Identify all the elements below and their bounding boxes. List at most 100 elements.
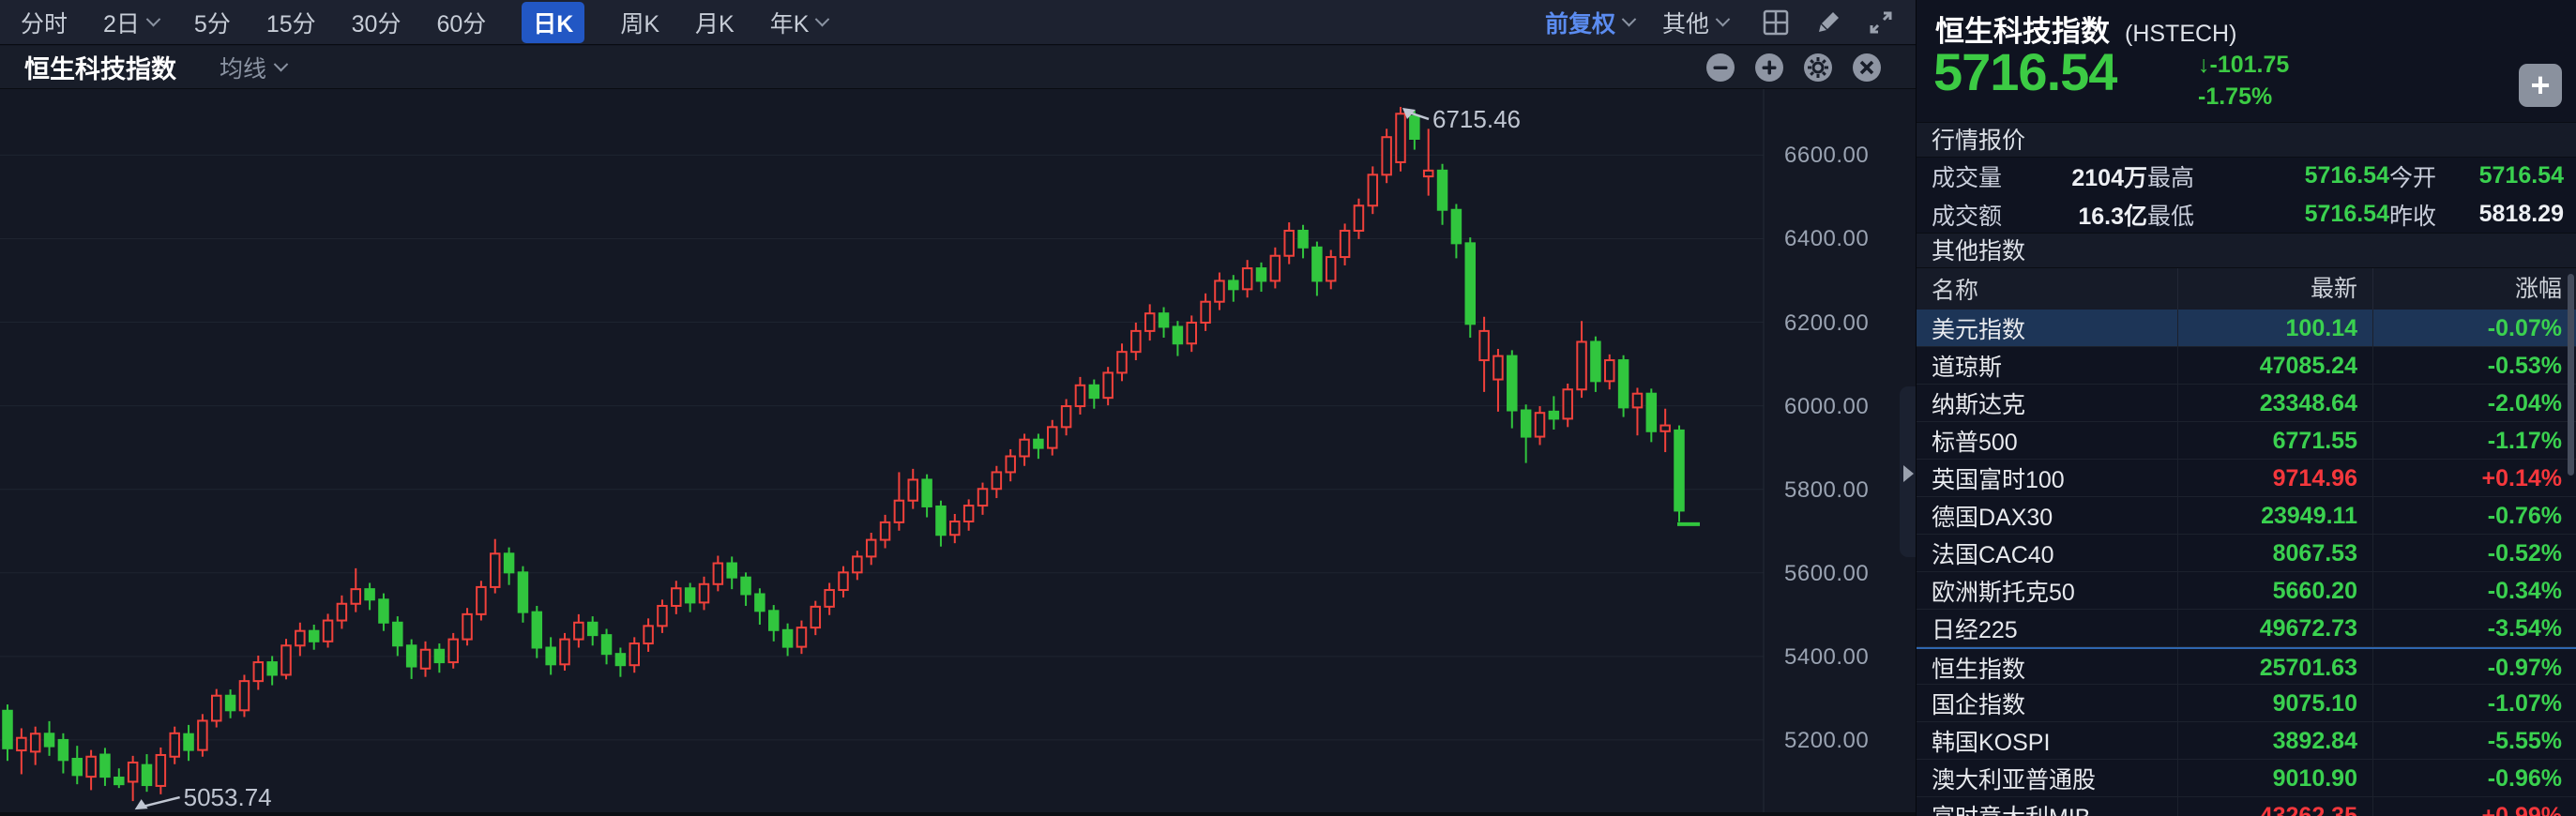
indices-table: 美元指数 100.14 -0.07% 道琼斯 47085.24 -0.53% 纳斯达克 233…	[1917, 310, 2576, 816]
quote-row: 成交量 2104万 最高 5716.54 今开 5716.54	[1917, 157, 2576, 195]
close-icon[interactable]	[1852, 53, 1882, 83]
index-code: (HSTECH)	[2125, 21, 2237, 47]
index-last: 9714.96	[2177, 460, 2372, 497]
index-change: -2.04%	[2372, 385, 2576, 422]
index-name: 韩国KOSPI	[1932, 730, 2051, 756]
price-change: ↓-101.75 -1.75%	[2198, 49, 2289, 113]
quote-rows: 成交量 2104万 最高 5716.54 今开 5716.54 成交额 16.3亿 最低 5716…	[1917, 157, 2576, 234]
period-tab-30分[interactable]: 30分	[352, 6, 402, 39]
period-tab-周K[interactable]: 周K	[620, 6, 659, 39]
period-label: 日K	[533, 10, 574, 38]
index-row-法国CAC40[interactable]: 法国CAC40 8067.53 -0.52%	[1917, 535, 2576, 572]
last-price: 5716.54	[1933, 42, 2117, 101]
down-arrow-icon: ↓	[2198, 52, 2210, 78]
index-name: 日经225	[1932, 617, 2018, 643]
adjust-mode-label: 前复权	[1544, 10, 1615, 38]
col-last: 最新	[2177, 268, 2372, 310]
index-row-道琼斯[interactable]: 道琼斯 47085.24 -0.53%	[1917, 347, 2576, 385]
price-axis-label: 5400.00	[1784, 643, 1870, 670]
period-tab-月K[interactable]: 月K	[695, 6, 735, 39]
index-last: 6771.55	[2177, 422, 2372, 460]
price-axis-label: 6400.00	[1784, 226, 1870, 252]
low-annotation: 5053.74	[184, 783, 272, 811]
index-row-富时意大利MIB[interactable]: 富时意大利MIB43262.35+0.99%	[1917, 797, 2576, 816]
period-label: 15分	[265, 10, 316, 38]
index-change: -0.97%	[2372, 649, 2576, 687]
index-name: 纳斯达克	[1932, 392, 2026, 418]
quote-label: 昨收	[2389, 203, 2437, 230]
indices-table-header: 名称 最新 涨幅	[1917, 268, 2576, 310]
index-row-英国富时100[interactable]: 英国富时100 9714.96 +0.14%	[1917, 460, 2576, 497]
settings-gear-icon[interactable]	[1803, 53, 1833, 83]
index-row-国企指数[interactable]: 国企指数 9075.10 -1.07%	[1917, 685, 2576, 722]
index-row-日经225[interactable]: 日经225 49672.73 -3.54%	[1917, 610, 2576, 647]
quote-section-title: 行情报价	[1917, 122, 2576, 158]
period-tab-年K[interactable]: 年K	[769, 6, 830, 39]
index-row-澳大利亚普通股[interactable]: 澳大利亚普通股 9010.90 -0.96%	[1917, 760, 2576, 797]
index-row-德国DAX30[interactable]: 德国DAX30 23949.11 -0.76%	[1917, 497, 2576, 535]
fullscreen-icon[interactable]	[1867, 8, 1895, 37]
ma-indicator-dropdown[interactable]: 均线	[220, 51, 289, 84]
index-row-标普500[interactable]: 标普500 6771.55 -1.17%	[1917, 422, 2576, 460]
chevron-down-icon	[815, 11, 830, 27]
index-last: 23949.11	[2177, 497, 2372, 535]
zoom-in-icon[interactable]	[1754, 53, 1784, 83]
chevron-down-icon	[273, 56, 289, 72]
period-label: 2日	[103, 10, 140, 38]
candlestick-chart[interactable]: 6715.46 5053.74 6600.00 6400.00 6200.00 6000…	[0, 89, 1916, 816]
index-last: 9010.90	[2177, 760, 2372, 797]
index-row-纳斯达克[interactable]: 纳斯达克 23348.64 -2.04%	[1917, 385, 2576, 422]
index-row-美元指数[interactable]: 美元指数 100.14 -0.07%	[1917, 310, 2576, 347]
quote-label: 最低	[2147, 203, 2195, 230]
index-name: 富时意大利MIB	[1917, 799, 2177, 816]
index-row-韩国KOSPI[interactable]: 韩国KOSPI 3892.84 -5.55%	[1917, 722, 2576, 760]
grid-layout-icon[interactable]	[1762, 8, 1790, 37]
index-last: 5660.20	[2177, 572, 2372, 610]
price-axis-label: 6000.00	[1784, 393, 1870, 419]
index-change: -0.07%	[2372, 310, 2576, 347]
period-label: 年K	[769, 10, 810, 38]
quote-value: 5818.29	[2478, 201, 2564, 227]
period-tab-2日[interactable]: 2日	[103, 6, 161, 39]
period-tab-日K[interactable]: 日K	[522, 1, 585, 43]
price-axis-label: 5800.00	[1784, 476, 1870, 503]
price-axis-label: 5600.00	[1784, 560, 1870, 586]
index-name: 恒生指数	[1932, 657, 2026, 683]
quote-value: 2104万	[2071, 164, 2147, 191]
period-label: 30分	[351, 10, 402, 38]
index-last: 25701.63	[2177, 649, 2372, 687]
period-label: 5分	[193, 10, 231, 38]
panel-scrollbar[interactable]	[2568, 274, 2574, 476]
index-name: 恒生科技指数	[1935, 15, 2110, 48]
chart-header: 恒生科技指数 均线	[0, 46, 1916, 89]
index-name: 德国DAX30	[1932, 505, 2053, 531]
chart-canvas[interactable]: 6715.46 5053.74	[0, 89, 1916, 816]
index-last: 43262.35	[2177, 797, 2372, 816]
index-name: 英国富时100	[1932, 467, 2065, 493]
brush-icon[interactable]	[1814, 8, 1842, 37]
period-tab-60分[interactable]: 60分	[436, 6, 486, 39]
price-axis-label: 6600.00	[1784, 143, 1870, 169]
index-last: 9075.10	[2177, 685, 2372, 722]
index-name: 法国CAC40	[1932, 542, 2054, 568]
period-tabs: 分时 2日 5分 15分 30分 60分 日K 周K 月K 年K	[21, 1, 830, 43]
col-change: 涨幅	[2372, 268, 2576, 310]
period-label: 分时	[21, 10, 68, 38]
more-dropdown[interactable]: 其他	[1661, 6, 1731, 39]
index-change: -1.17%	[2372, 422, 2576, 460]
quote-panel: 恒生科技指数 (HSTECH) 5716.54 ↓-101.75 -1.75% …	[1916, 0, 2576, 816]
index-row-欧洲斯托克50[interactable]: 欧洲斯托克50 5660.20 -0.34%	[1917, 572, 2576, 610]
period-tab-分时[interactable]: 分时	[21, 6, 68, 39]
chevron-down-icon	[1621, 11, 1637, 27]
adjust-mode-dropdown[interactable]: 前复权	[1544, 6, 1637, 39]
period-tab-5分[interactable]: 5分	[194, 6, 231, 39]
period-tab-15分[interactable]: 15分	[266, 6, 316, 39]
more-label: 其他	[1661, 10, 1709, 38]
add-to-watchlist-button[interactable]: +	[2519, 64, 2562, 107]
zoom-out-icon[interactable]	[1705, 53, 1735, 83]
toolbar-icons	[1762, 8, 1895, 37]
index-last: 100.14	[2177, 310, 2372, 347]
index-change: -0.52%	[2372, 535, 2576, 572]
index-row-恒生指数[interactable]: 恒生指数 25701.63 -0.97%	[1917, 647, 2576, 687]
